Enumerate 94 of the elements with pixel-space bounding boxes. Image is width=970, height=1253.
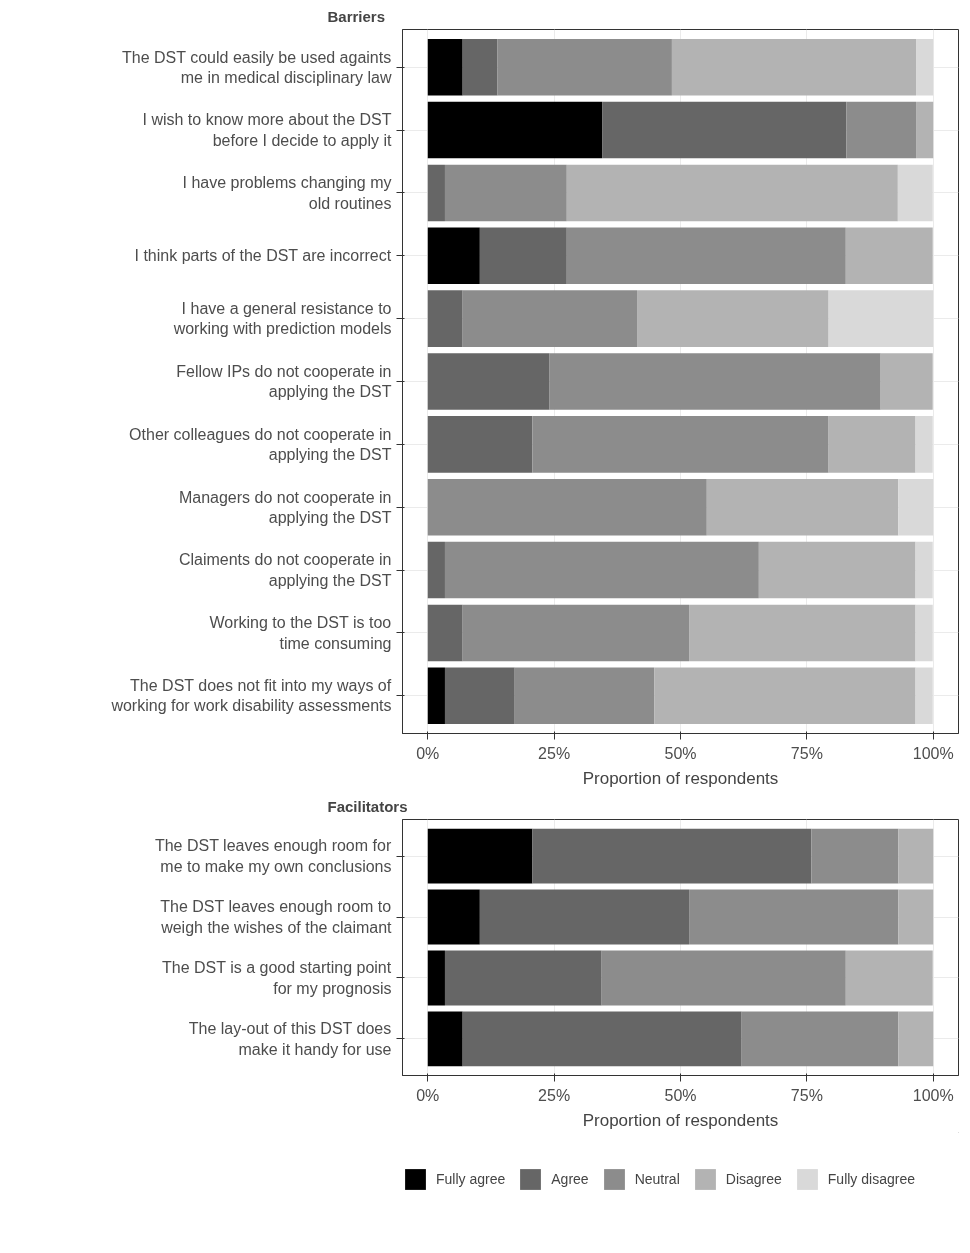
y-tick-label: I wish to know more about the DST before I decide to apply it: [142, 111, 393, 149]
bar: [828, 290, 934, 347]
bar: [444, 164, 567, 222]
legend-label: Fully agree: [436, 1171, 506, 1187]
bar: [462, 290, 638, 347]
bar: [602, 101, 847, 159]
bar: [427, 416, 533, 473]
bar: [479, 227, 567, 285]
bar: [427, 950, 445, 1006]
bar: [916, 38, 934, 96]
bar: [462, 38, 498, 96]
chart-title: Barriers: [327, 7, 386, 25]
x-tick-label: 25%: [538, 744, 571, 762]
legend-label: Neutral: [634, 1171, 680, 1187]
bar: [915, 667, 933, 725]
bar: [880, 353, 933, 410]
chart-title: Facilitators: [327, 797, 408, 815]
bar: [845, 950, 933, 1006]
y-tick-label: Fellow IPs do not cooperate in applying the DST: [176, 362, 392, 401]
y-tick-label: I have problems changing my old routines: [182, 174, 392, 212]
y-tick-label: Other colleagues do not cooperate in applying the DST: [129, 425, 392, 464]
bar: [444, 950, 602, 1006]
bar: [915, 541, 933, 599]
y-tick-label: The DST does not fit into my ways of working for work disability assessments: [110, 677, 392, 715]
bar: [549, 353, 881, 410]
bar: [898, 478, 934, 536]
x-tick-label: 100%: [912, 1086, 954, 1104]
x-tick-label: 50%: [664, 744, 697, 762]
bar: [427, 290, 463, 347]
bar: [427, 889, 480, 945]
bar: [689, 604, 916, 662]
legend-label: Fully disagree: [827, 1171, 915, 1187]
bar: [706, 478, 899, 536]
bar: [671, 38, 917, 96]
bar: [462, 604, 690, 662]
bar: [828, 416, 916, 473]
bar: [845, 227, 933, 285]
bar: [462, 1011, 742, 1067]
bar: [427, 353, 550, 410]
bar: [898, 1011, 934, 1067]
bar: [898, 889, 934, 945]
bar: [898, 828, 934, 884]
bar: [427, 478, 707, 536]
bar: [427, 1011, 463, 1067]
x-tick-label: 50%: [664, 1086, 697, 1104]
y-tick-label: Managers do not cooperate in applying the DST: [178, 488, 392, 526]
bar: [427, 667, 445, 725]
y-tick-label: The DST could easily be used againts me in medical disciplinary law: [122, 48, 392, 86]
bar: [444, 667, 515, 725]
bar: [741, 1011, 899, 1067]
y-tick-label: I have a general resistance to working with prediction models: [172, 299, 392, 338]
bar: [654, 667, 916, 725]
bar: [444, 541, 759, 599]
x-tick-label: 100%: [912, 744, 954, 762]
bar: [811, 828, 899, 884]
bar: [514, 667, 655, 725]
bar: [566, 164, 898, 222]
bar: [427, 38, 463, 96]
x-tick-label: 0%: [416, 744, 440, 762]
y-tick-label: The DST leaves enough room for me to make my own conclusions: [154, 837, 392, 875]
legend-label: Agree: [551, 1171, 589, 1187]
bar: [427, 604, 463, 662]
y-tick-label: The DST is a good starting point for my prognosis: [162, 959, 392, 997]
y-tick-label: The lay-out of this DST does make it handy for use: [188, 1020, 392, 1058]
bar: [479, 889, 690, 945]
bar: [532, 828, 812, 884]
x-tick-label: 0%: [416, 1086, 440, 1104]
bar: [566, 227, 846, 285]
x-axis-title: Proportion of respondents: [582, 1110, 779, 1130]
bar: [897, 164, 933, 222]
bar: [427, 164, 445, 222]
bar: [427, 101, 603, 159]
y-tick-label: The DST leaves enough room to weigh the wishes of the claimant: [160, 898, 393, 936]
x-tick-label: 75%: [790, 1086, 823, 1104]
x-tick-label: 25%: [538, 1086, 571, 1104]
bar: [916, 101, 934, 159]
y-tick-label: I think parts of the DST are incorrect: [134, 247, 392, 265]
x-tick-label: 75%: [790, 744, 823, 762]
y-tick-label: Working to the DST is too time consuming: [209, 614, 392, 652]
x-axis-title: Proportion of respondents: [582, 768, 779, 788]
bar: [915, 416, 933, 473]
bar: [601, 950, 846, 1006]
bar: [427, 828, 533, 884]
bar: [532, 416, 829, 473]
bar: [689, 889, 899, 945]
bar: [758, 541, 916, 599]
bar: [637, 290, 829, 347]
legend-label: Disagree: [725, 1171, 782, 1187]
bar: [427, 227, 480, 285]
bar: [427, 541, 445, 599]
bar: [497, 38, 672, 96]
bar: [846, 101, 917, 159]
bar: [915, 604, 933, 662]
y-tick-label: Claiments do not cooperate in applying the DST: [178, 551, 392, 589]
